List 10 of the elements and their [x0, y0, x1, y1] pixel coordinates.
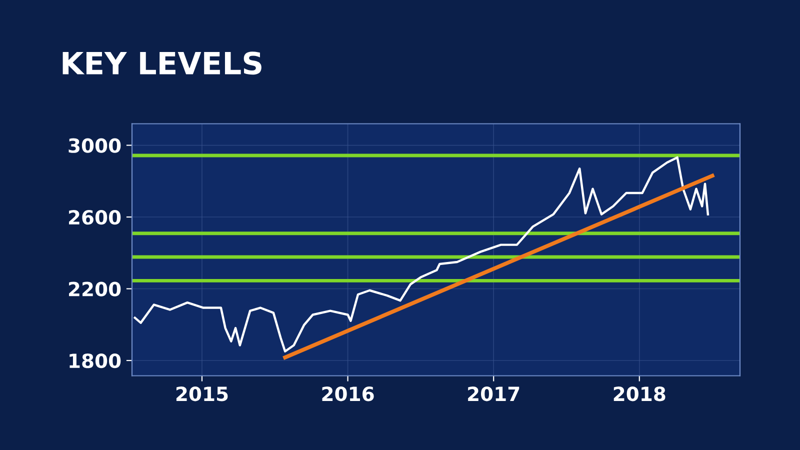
y-tick-label: 2200	[69, 282, 121, 296]
x-tick-label: 2017	[468, 386, 520, 402]
x-tick-label: 2015	[176, 386, 228, 402]
chart-title: KEY LEVELS	[62, 52, 262, 75]
y-tick-label: 2600	[69, 210, 121, 225]
x-tick-label: 2018	[614, 386, 666, 402]
y-tick-label: 1800	[70, 353, 121, 368]
y-tick-label: 3000	[68, 138, 121, 153]
line-series	[134, 156, 710, 352]
x-tick-label: 2016	[322, 386, 374, 402]
